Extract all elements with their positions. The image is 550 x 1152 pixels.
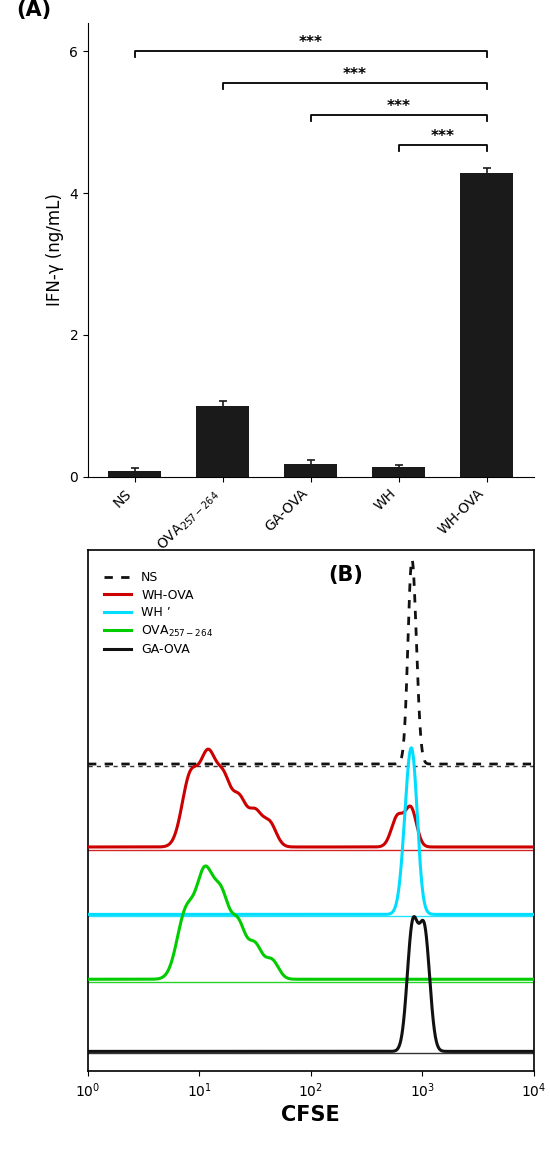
Bar — [196, 406, 249, 477]
Bar — [284, 464, 337, 477]
Bar — [108, 471, 161, 477]
Text: ***: *** — [431, 129, 455, 144]
Text: (B): (B) — [328, 566, 364, 585]
Text: (A): (A) — [16, 0, 52, 21]
Bar — [460, 173, 513, 477]
Legend: NS, WH-OVA, WH ’, OVA$_{257-264}$, GA-OVA: NS, WH-OVA, WH ’, OVA$_{257-264}$, GA-OV… — [98, 567, 218, 661]
Y-axis label: IFN-γ (ng/mL): IFN-γ (ng/mL) — [46, 194, 64, 306]
Bar — [372, 468, 425, 477]
Text: ***: *** — [387, 99, 411, 114]
Text: ***: *** — [343, 67, 367, 82]
Text: ***: *** — [299, 35, 323, 50]
X-axis label: CFSE: CFSE — [282, 1105, 340, 1126]
